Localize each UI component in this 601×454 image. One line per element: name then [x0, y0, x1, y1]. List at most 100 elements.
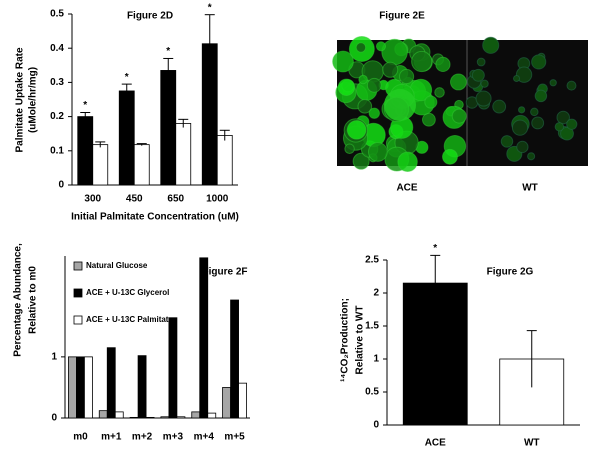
cell	[556, 110, 570, 125]
bar	[114, 411, 124, 419]
y-tick-label: 2	[373, 288, 379, 299]
cell	[511, 119, 529, 136]
bar	[129, 416, 139, 419]
panel-title: Figure 2E	[379, 11, 425, 22]
x-tick-label: WT	[524, 438, 540, 449]
significance-marker: *	[166, 46, 170, 57]
chart-title: Figure 2D	[127, 11, 173, 22]
bar	[68, 356, 77, 419]
x-tick-label: ACE	[425, 438, 446, 449]
cell	[549, 79, 557, 87]
bar	[76, 356, 85, 419]
legend-swatch	[73, 288, 83, 298]
cell	[411, 50, 433, 73]
cell	[355, 42, 367, 53]
legend-swatch	[73, 261, 83, 271]
bar	[199, 257, 209, 419]
y-axis-label: Relative to WT	[355, 306, 366, 375]
cell	[424, 95, 438, 109]
cell	[332, 50, 354, 73]
cell	[534, 89, 548, 103]
image-label: WT	[522, 183, 538, 194]
cell	[366, 77, 382, 93]
x-tick-label: 450	[126, 194, 143, 205]
y-axis-label: Relative to m0	[28, 266, 39, 334]
cell	[480, 79, 489, 88]
y-axis-label: Percentage Abundance,	[13, 243, 24, 357]
bar	[175, 123, 192, 186]
legend-swatch	[73, 315, 83, 325]
x-tick-label: 300	[84, 194, 101, 205]
chart-title: Figure 2G	[487, 267, 534, 278]
cell	[398, 68, 415, 85]
cell	[358, 74, 368, 85]
bar	[118, 90, 135, 186]
cell	[527, 152, 536, 161]
cell	[492, 99, 507, 114]
cell	[344, 143, 355, 154]
bar	[98, 410, 108, 419]
cell	[476, 57, 486, 67]
cell	[397, 151, 418, 173]
cell	[554, 122, 565, 132]
y-tick-label: 0	[58, 180, 64, 191]
cell	[367, 142, 388, 162]
chart-title: Figure 2F	[202, 267, 247, 278]
cell	[513, 74, 521, 82]
cell	[500, 135, 514, 148]
legend-label: Natural Glucose	[86, 261, 148, 270]
cell	[515, 66, 533, 83]
x-tick-label: m+3	[163, 432, 184, 443]
significance-marker: *	[83, 100, 87, 111]
bar	[238, 382, 247, 419]
cell	[337, 78, 356, 96]
bar	[207, 412, 217, 419]
significance-marker: *	[125, 72, 129, 83]
bar	[168, 317, 178, 419]
cell	[357, 98, 373, 114]
x-tick-label: m+2	[132, 432, 153, 443]
bar	[84, 356, 93, 419]
bar	[160, 70, 177, 186]
cell	[384, 89, 416, 121]
bar	[106, 347, 116, 419]
y-axis-label: ¹⁴CO₂Production;	[340, 298, 351, 382]
cell	[530, 107, 539, 117]
cell	[381, 38, 408, 66]
x-tick-label: m+5	[224, 432, 245, 443]
cell	[531, 54, 547, 70]
significance-marker: *	[433, 243, 437, 254]
x-axis-label: Initial Palmitate Concentration (uM)	[71, 212, 239, 223]
y-tick-label: 0.3	[50, 77, 64, 88]
x-tick-label: 650	[167, 194, 184, 205]
bar	[176, 416, 186, 419]
bar	[216, 135, 233, 186]
cell	[346, 120, 367, 140]
cell	[518, 106, 526, 114]
cell	[471, 68, 485, 82]
cells	[332, 36, 578, 173]
cell	[449, 73, 467, 91]
bar	[145, 416, 155, 419]
cell	[531, 116, 545, 130]
cell	[368, 107, 380, 119]
cell	[475, 90, 492, 107]
cell	[435, 56, 451, 73]
cell	[382, 61, 399, 78]
y-tick-label: 1	[373, 354, 379, 365]
y-tick-label: 2.5	[365, 255, 379, 266]
cell	[516, 140, 529, 154]
cell	[442, 148, 458, 165]
y-tick-label: 0.5	[50, 9, 64, 20]
bar	[230, 299, 239, 419]
legend-label: ACE + U-13C Glycerol	[86, 288, 169, 297]
cell	[482, 36, 500, 54]
y-axis-label: Palmitate Uptake Rate	[15, 47, 26, 152]
y-axis-label: (uMole/hr/mg)	[28, 67, 39, 133]
y-tick-label: 0	[51, 413, 57, 424]
y-tick-label: 1.5	[365, 321, 379, 332]
bar	[77, 116, 94, 186]
cell	[434, 87, 445, 98]
bar	[160, 416, 170, 419]
